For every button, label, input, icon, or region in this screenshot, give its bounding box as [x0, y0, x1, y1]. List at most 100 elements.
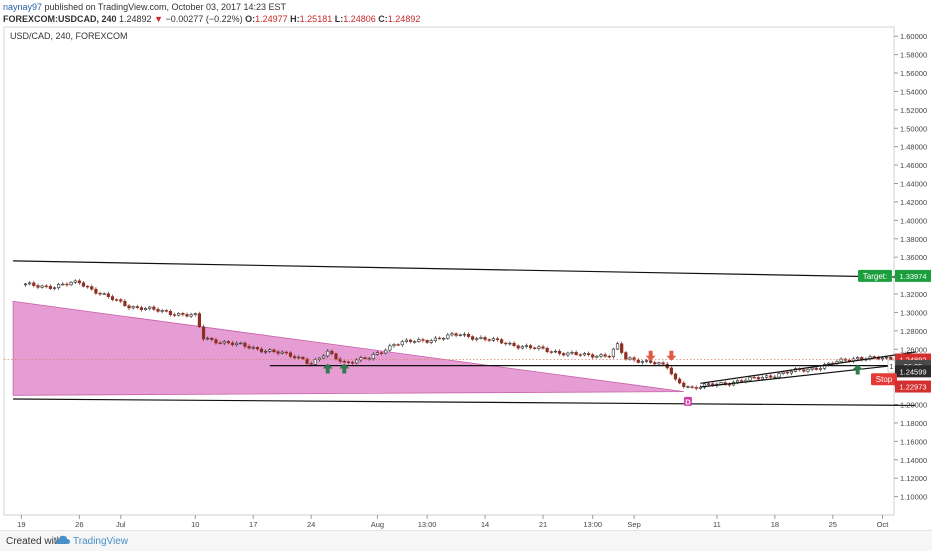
candle [222, 339, 226, 346]
candle-body [119, 299, 123, 302]
candle-body [222, 341, 226, 344]
candle-body [400, 341, 404, 346]
candle-body [578, 354, 582, 356]
candle [466, 332, 471, 339]
level-1-badge[interactable]: 1.24599 [895, 365, 931, 378]
candle-body [607, 355, 611, 358]
candle [313, 357, 317, 366]
candle-body [172, 314, 177, 316]
footer-bar: Created with TradingView [0, 530, 932, 551]
candle-body [516, 345, 520, 349]
candle-body [839, 358, 843, 362]
y-tick-label: 1.18000 [900, 419, 927, 428]
target-badge[interactable]: Target: 1.33974 [858, 269, 931, 282]
candle [462, 332, 466, 337]
candle-body [690, 386, 694, 388]
candle [524, 343, 529, 349]
candle [678, 377, 682, 385]
x-tick-label: 11 [713, 520, 721, 529]
sell-arrow-icon[interactable] [666, 350, 677, 361]
candle-body [822, 364, 827, 369]
candle-body [193, 313, 197, 315]
candle [384, 348, 388, 355]
candle-body [885, 357, 889, 359]
candle [591, 352, 595, 360]
candle [450, 331, 454, 337]
candle [86, 285, 90, 289]
candle [557, 349, 562, 356]
rising-channel-upper-line[interactable] [700, 351, 916, 384]
candle-body [529, 345, 533, 349]
level-2-badge[interactable]: 1.22973 [895, 380, 931, 393]
candle-body [557, 350, 562, 354]
candle [375, 350, 380, 356]
candle [657, 361, 661, 366]
candle-body [500, 339, 504, 344]
candle [284, 350, 288, 355]
candle [243, 341, 247, 349]
plot-area[interactable] [3, 26, 895, 516]
candle-body [814, 367, 818, 370]
candle-body [442, 337, 446, 340]
candle [65, 282, 69, 287]
candle-body [297, 356, 301, 359]
candle-body [322, 355, 326, 359]
candle-body [152, 306, 156, 310]
author-link[interactable]: naynay97 [3, 2, 43, 12]
target-badge-tag[interactable] [858, 269, 892, 282]
candle [429, 338, 433, 345]
candle-body [346, 361, 351, 363]
sell-arrow-icon[interactable] [645, 350, 656, 361]
candle-body [301, 356, 305, 360]
buy-arrow-icon[interactable] [322, 363, 333, 374]
publication-info: naynay97 published on TradingView.com, O… [3, 2, 286, 12]
candle-body [417, 339, 421, 342]
upper-channel-trendline[interactable] [13, 260, 916, 279]
candle [23, 282, 28, 287]
y-tick-label: 1.54000 [900, 87, 927, 96]
candle-body [487, 339, 491, 341]
candle [61, 282, 65, 286]
candle [413, 340, 417, 344]
tradingview-brand-link[interactable]: TradingView [73, 536, 129, 547]
low-point-marker[interactable] [683, 396, 692, 406]
candle [40, 284, 44, 289]
candle [135, 304, 139, 310]
rising-channel-lower-line[interactable] [700, 362, 916, 388]
symbol-label: FOREXCOM:USDCAD, 240 [3, 14, 117, 24]
candle-body [330, 350, 334, 355]
candle-body [603, 354, 607, 357]
candle [471, 335, 475, 342]
y-tick-label: 1.42000 [900, 198, 927, 207]
candle [272, 348, 276, 354]
target-badge-price-label: 1.33974 [899, 272, 926, 281]
candle [226, 339, 230, 345]
candle-body [471, 336, 475, 340]
buy-arrow-icon[interactable] [339, 363, 350, 374]
candle [636, 357, 640, 364]
candle [36, 283, 40, 290]
candle-body [288, 352, 293, 357]
candle-body [210, 337, 214, 340]
candle [102, 292, 106, 296]
price-chart[interactable]: USD/CAD, 240, FOREXCOM D 1.60000 1.58000 1… [0, 26, 932, 530]
candle [148, 305, 152, 311]
candle [752, 375, 756, 379]
candle-body [491, 338, 495, 341]
candle-body [678, 378, 682, 384]
candle-body [48, 285, 52, 289]
stop-badge-tag[interactable] [871, 373, 897, 386]
candle-body [359, 357, 363, 361]
stop-badge[interactable]: Stop [871, 373, 897, 386]
candle [628, 356, 632, 361]
candle [421, 337, 425, 343]
candle [123, 299, 127, 307]
candle-body [483, 337, 487, 340]
lower-channel-trendline[interactable] [13, 398, 916, 407]
y-tick-label: 1.16000 [900, 437, 927, 446]
candle [541, 344, 545, 350]
buy-arrow-icon[interactable] [852, 364, 863, 375]
candle [856, 355, 860, 361]
stop-badge-label: Stop [876, 375, 893, 384]
candle [491, 336, 495, 342]
